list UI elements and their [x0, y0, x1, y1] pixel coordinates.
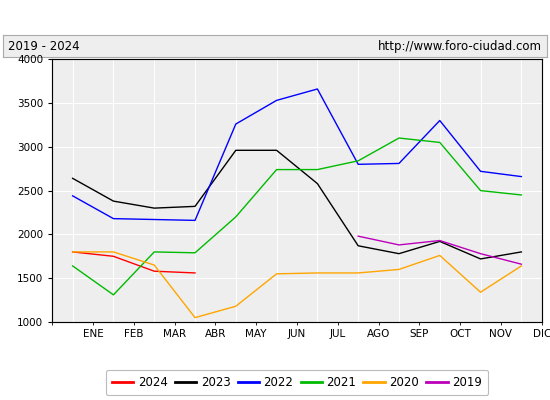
Text: NOV: NOV	[490, 329, 513, 339]
Text: http://www.foro-ciudad.com: http://www.foro-ciudad.com	[378, 40, 542, 53]
Text: ENE: ENE	[82, 329, 103, 339]
Text: DIC: DIC	[532, 329, 550, 339]
Text: MAY: MAY	[245, 329, 267, 339]
Text: OCT: OCT	[449, 329, 471, 339]
Text: JUN: JUN	[288, 329, 306, 339]
Legend: 2024, 2023, 2022, 2021, 2020, 2019: 2024, 2023, 2022, 2021, 2020, 2019	[106, 370, 488, 395]
Text: SEP: SEP	[410, 329, 429, 339]
Text: FEB: FEB	[124, 329, 144, 339]
Text: AGO: AGO	[367, 329, 390, 339]
Text: MAR: MAR	[163, 329, 186, 339]
Text: Evolucion Nº Turistas Nacionales en el municipio de Constantí: Evolucion Nº Turistas Nacionales en el m…	[48, 10, 502, 26]
Text: ABR: ABR	[205, 329, 226, 339]
Text: 2019 - 2024: 2019 - 2024	[8, 40, 80, 53]
Text: JUL: JUL	[329, 329, 346, 339]
